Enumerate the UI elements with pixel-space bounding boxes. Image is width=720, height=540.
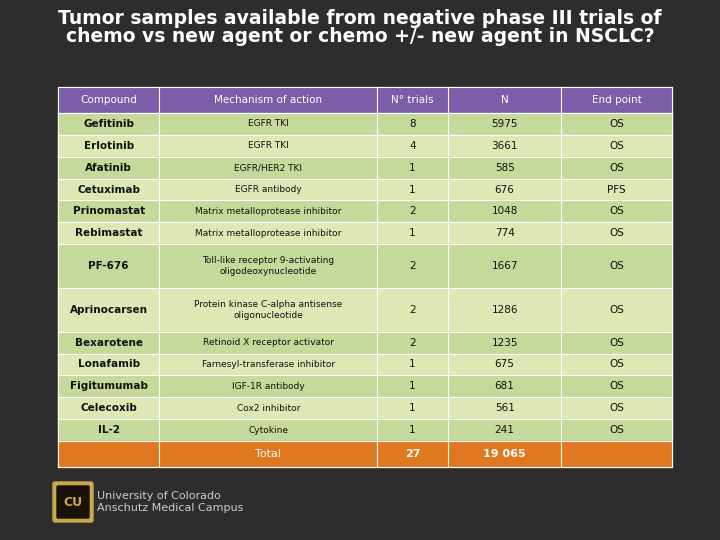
- Text: 1: 1: [409, 163, 416, 173]
- Text: chemo vs new agent or chemo +/- new agent in NSCLC?: chemo vs new agent or chemo +/- new agen…: [66, 26, 654, 45]
- Text: Mechanism of action: Mechanism of action: [215, 95, 323, 105]
- Bar: [58, 397, 672, 419]
- Text: 774: 774: [495, 228, 515, 238]
- Text: Anschutz Medical Campus: Anschutz Medical Campus: [97, 503, 243, 513]
- Text: 1: 1: [409, 425, 416, 435]
- Text: 1: 1: [409, 381, 416, 391]
- Text: 1: 1: [409, 403, 416, 413]
- Text: OS: OS: [609, 381, 624, 391]
- Text: 1: 1: [409, 360, 416, 369]
- Text: 2: 2: [409, 305, 416, 315]
- Text: CU: CU: [63, 496, 83, 509]
- Bar: [58, 419, 672, 441]
- Bar: [58, 288, 672, 332]
- Text: Afatinib: Afatinib: [85, 163, 132, 173]
- Text: OS: OS: [609, 425, 624, 435]
- Text: OS: OS: [609, 261, 624, 271]
- Text: 1048: 1048: [492, 206, 518, 217]
- Text: Farnesyl-transferase inhibitor: Farnesyl-transferase inhibitor: [202, 360, 335, 369]
- Text: Lonafamib: Lonafamib: [78, 360, 140, 369]
- FancyBboxPatch shape: [57, 486, 89, 518]
- Text: University of Colorado: University of Colorado: [97, 491, 221, 501]
- Bar: [58, 113, 672, 135]
- Text: OS: OS: [609, 141, 624, 151]
- Text: 2: 2: [409, 261, 416, 271]
- Text: OS: OS: [609, 163, 624, 173]
- Text: PFS: PFS: [608, 185, 626, 194]
- Text: 27: 27: [405, 449, 420, 459]
- Text: 585: 585: [495, 163, 515, 173]
- Text: 4: 4: [409, 141, 416, 151]
- Text: 5975: 5975: [492, 119, 518, 129]
- Text: 676: 676: [495, 185, 515, 194]
- Text: 8: 8: [409, 119, 416, 129]
- Text: OS: OS: [609, 119, 624, 129]
- Text: 1: 1: [409, 185, 416, 194]
- Text: N: N: [501, 95, 508, 105]
- Text: PF-676: PF-676: [89, 261, 129, 271]
- Text: Figitumumab: Figitumumab: [70, 381, 148, 391]
- Text: EGFR antibody: EGFR antibody: [235, 185, 302, 194]
- Text: OS: OS: [609, 305, 624, 315]
- Text: 2: 2: [409, 338, 416, 348]
- Text: 3661: 3661: [492, 141, 518, 151]
- Bar: [58, 332, 672, 354]
- Text: EGFR TKI: EGFR TKI: [248, 141, 289, 150]
- Text: Matrix metalloprotease inhibitor: Matrix metalloprotease inhibitor: [195, 207, 341, 216]
- Text: Compound: Compound: [81, 95, 137, 105]
- Text: Protein kinase C-alpha antisense
oligonucleotide: Protein kinase C-alpha antisense oligonu…: [194, 300, 343, 320]
- Text: Rebimastat: Rebimastat: [75, 228, 143, 238]
- Text: Celecoxib: Celecoxib: [80, 403, 137, 413]
- Text: IL-2: IL-2: [98, 425, 120, 435]
- Text: Total: Total: [256, 449, 282, 459]
- Bar: [58, 354, 672, 375]
- Text: 241: 241: [495, 425, 515, 435]
- Bar: [58, 375, 672, 397]
- Text: Gefitinib: Gefitinib: [83, 119, 134, 129]
- Text: End point: End point: [592, 95, 642, 105]
- Text: 2: 2: [409, 206, 416, 217]
- Text: Prinomastat: Prinomastat: [73, 206, 145, 217]
- Bar: [58, 244, 672, 288]
- Text: Retinoid X receptor activator: Retinoid X receptor activator: [203, 338, 334, 347]
- Text: OS: OS: [609, 206, 624, 217]
- Text: 561: 561: [495, 403, 515, 413]
- Bar: [58, 157, 672, 179]
- Text: Erlotinib: Erlotinib: [84, 141, 134, 151]
- Text: IGF-1R antibody: IGF-1R antibody: [232, 382, 305, 391]
- Text: EGFR/HER2 TKI: EGFR/HER2 TKI: [234, 163, 302, 172]
- Text: N° trials: N° trials: [391, 95, 434, 105]
- Text: 681: 681: [495, 381, 515, 391]
- Text: Aprinocarsen: Aprinocarsen: [70, 305, 148, 315]
- Bar: [58, 222, 672, 244]
- Bar: [58, 135, 672, 157]
- Text: 1235: 1235: [492, 338, 518, 348]
- Text: Cox2 inhibitor: Cox2 inhibitor: [237, 404, 300, 413]
- Text: OS: OS: [609, 403, 624, 413]
- Text: Cetuximab: Cetuximab: [77, 185, 140, 194]
- Bar: [58, 87, 672, 113]
- Text: Cytokine: Cytokine: [248, 426, 288, 435]
- Text: Toll-like receptor 9-activating
oligodeoxynucleotide: Toll-like receptor 9-activating oligodeo…: [202, 256, 334, 276]
- Text: EGFR TKI: EGFR TKI: [248, 119, 289, 129]
- Text: 1667: 1667: [492, 261, 518, 271]
- Text: 19 065: 19 065: [483, 449, 526, 459]
- Text: OS: OS: [609, 360, 624, 369]
- Text: Matrix metalloprotease inhibitor: Matrix metalloprotease inhibitor: [195, 229, 341, 238]
- Text: Tumor samples available from negative phase III trials of: Tumor samples available from negative ph…: [58, 9, 662, 28]
- Bar: [58, 441, 672, 467]
- Text: 1286: 1286: [492, 305, 518, 315]
- Text: OS: OS: [609, 338, 624, 348]
- Text: 1: 1: [409, 228, 416, 238]
- Text: OS: OS: [609, 228, 624, 238]
- Text: Bexarotene: Bexarotene: [75, 338, 143, 348]
- Bar: [58, 179, 672, 200]
- Bar: [58, 200, 672, 222]
- Text: 675: 675: [495, 360, 515, 369]
- FancyBboxPatch shape: [53, 482, 93, 522]
